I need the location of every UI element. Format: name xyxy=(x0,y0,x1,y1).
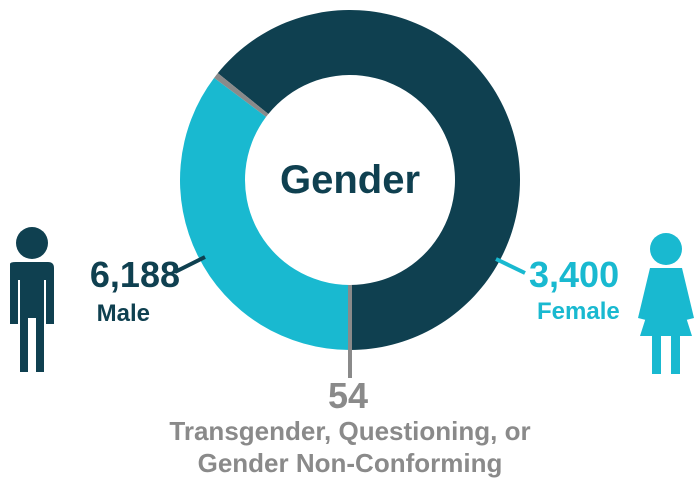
transgender-label-line-2: Gender Non-Conforming xyxy=(197,448,503,478)
male-slice xyxy=(217,10,520,351)
transgender-slice xyxy=(214,73,269,117)
transgender-label-line-1: Transgender, Questioning, or xyxy=(169,416,531,446)
male-value-label: 6,188 xyxy=(89,254,180,295)
male-person-icon xyxy=(10,227,54,372)
male-category-label: Male xyxy=(96,300,150,327)
female-value-label: 3,400 xyxy=(529,254,620,295)
transgender-value-label: 54 xyxy=(328,375,369,416)
chart-title: Gender xyxy=(279,158,421,202)
female-category-label: Female xyxy=(537,298,620,325)
female-slice xyxy=(180,77,350,351)
male-leader-line xyxy=(174,255,206,274)
female-leader-line xyxy=(495,257,526,275)
female-person-icon xyxy=(638,233,694,374)
